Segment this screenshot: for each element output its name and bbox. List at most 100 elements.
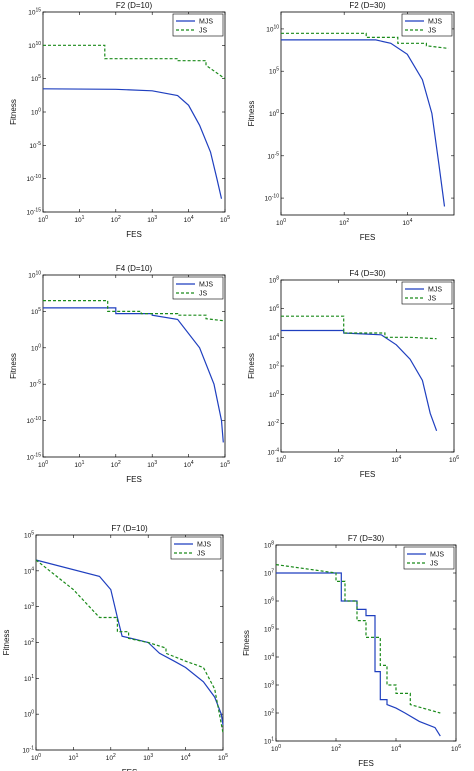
chart-panel-4: F4 (D=30) 100 102 104 106 10-4 10-2 100 102 104 10… (247, 269, 459, 479)
x-tick-label: 105 (220, 460, 230, 469)
x-tick-label: 104 (181, 753, 191, 762)
x-tick-label: 100 (38, 215, 48, 224)
legend-box (172, 276, 224, 300)
y-tick-label: 104 (24, 566, 34, 575)
y-tick-label: 1010 (28, 271, 41, 280)
x-axis-label: FES (358, 759, 374, 768)
y-tick-label: 100 (269, 390, 279, 399)
x-tick-label: 102 (339, 218, 349, 227)
y-tick-label: 1010 (28, 41, 41, 50)
y-tick-label: 100 (269, 109, 279, 118)
legend-label-mjs: MJS (199, 19, 213, 26)
legend-label-mjs: MJS (430, 552, 444, 559)
chart-title: F4 (D=30) (349, 269, 386, 278)
x-tick-label: 103 (147, 215, 157, 224)
y-tick-label: 108 (269, 276, 279, 285)
series-line-js (275, 564, 441, 714)
x-tick-label: 101 (74, 215, 84, 224)
legend-box (403, 546, 455, 570)
chart-title: F7 (D=10) (111, 524, 148, 533)
x-tick-label: 106 (449, 455, 459, 464)
y-tick-label: 10-10 (27, 174, 42, 183)
y-tick-label: 106 (264, 597, 274, 606)
x-tick-label: 105 (218, 753, 228, 762)
y-tick-label: 1010 (266, 24, 279, 33)
y-tick-label: 103 (264, 681, 274, 690)
legend: MJS JS (170, 536, 222, 560)
y-tick-label: 10-10 (265, 194, 280, 203)
x-tick-label: 103 (147, 460, 157, 469)
x-tick-label: 100 (276, 218, 286, 227)
x-axis-label: FES (126, 230, 142, 239)
x-tick-label: 103 (143, 753, 153, 762)
y-tick-label: 105 (264, 625, 274, 634)
y-tick-label: 10-5 (29, 141, 41, 150)
legend-box (401, 13, 453, 37)
x-tick-label: 100 (38, 460, 48, 469)
legend-label-js: JS (428, 296, 437, 303)
chart-title: F4 (D=10) (116, 264, 153, 273)
x-axis-label: FES (360, 470, 376, 479)
y-tick-label: 10-1 (22, 746, 34, 755)
y-axis-label: Fitness (9, 99, 18, 125)
legend-box (170, 536, 222, 560)
x-tick-label: 104 (184, 460, 194, 469)
y-tick-label: 100 (31, 343, 41, 352)
legend: MJS JS (172, 276, 224, 300)
x-tick-label: 102 (331, 744, 341, 753)
y-tick-label: 105 (24, 531, 34, 540)
series-line-js (43, 44, 226, 80)
series-line-js (281, 32, 449, 49)
legend: MJS JS (401, 281, 453, 305)
series-line-js (35, 559, 224, 734)
plot-area (42, 11, 226, 213)
y-tick-label: 10-15 (27, 208, 42, 217)
y-axis-label: Fitness (9, 353, 18, 379)
y-tick-label: 102 (24, 638, 34, 647)
y-tick-label: 101 (24, 674, 34, 683)
y-tick-label: 105 (31, 307, 41, 316)
series-line-js (43, 300, 226, 322)
legend: MJS JS (401, 13, 453, 37)
x-tick-label: 102 (334, 455, 344, 464)
x-tick-label: 102 (111, 215, 121, 224)
y-tick-label: 100 (24, 710, 34, 719)
x-tick-label: 101 (68, 753, 78, 762)
x-tick-label: 102 (106, 753, 116, 762)
legend-box (401, 281, 453, 305)
y-tick-label: 108 (264, 541, 274, 550)
x-tick-label: 106 (451, 744, 461, 753)
x-tick-label: 101 (74, 460, 84, 469)
y-axis-label: Fitness (2, 630, 11, 656)
y-tick-label: 102 (264, 709, 274, 718)
y-tick-label: 104 (269, 333, 279, 342)
y-tick-label: 107 (264, 569, 274, 578)
x-tick-label: 104 (391, 744, 401, 753)
y-tick-label: 10-4 (267, 448, 279, 457)
x-tick-label: 104 (391, 455, 401, 464)
y-tick-label: 103 (24, 602, 34, 611)
x-tick-label: 104 (402, 218, 412, 227)
legend: MJS JS (172, 13, 224, 37)
series-line-mjs (43, 307, 224, 443)
y-tick-label: 100 (31, 108, 41, 117)
x-axis-label: FES (126, 475, 142, 484)
plot-area (42, 274, 226, 458)
y-tick-label: 10-5 (29, 380, 41, 389)
chart-panel-6: F7 (D=30) 100 102 104 106 101 102 103 104 105 106 1… (242, 534, 461, 768)
legend-label-js: JS (199, 291, 208, 298)
x-tick-label: 100 (271, 744, 281, 753)
x-tick-label: 102 (111, 460, 121, 469)
y-axis-label: Fitness (242, 630, 251, 656)
legend-label-js: JS (197, 551, 206, 558)
legend: MJS JS (403, 546, 455, 570)
y-tick-label: 101 (264, 737, 274, 746)
legend-label-js: JS (199, 28, 208, 35)
chart-panel-3: F4 (D=10) 100 101 102 103 104 105 10-15 10-10 10-… (9, 264, 230, 484)
x-tick-label: 104 (184, 215, 194, 224)
y-tick-label: 10-5 (267, 151, 279, 160)
y-tick-label: 104 (264, 653, 274, 662)
chart-title: F7 (D=30) (348, 534, 385, 543)
legend-label-mjs: MJS (428, 287, 442, 294)
plot-area (275, 544, 457, 742)
